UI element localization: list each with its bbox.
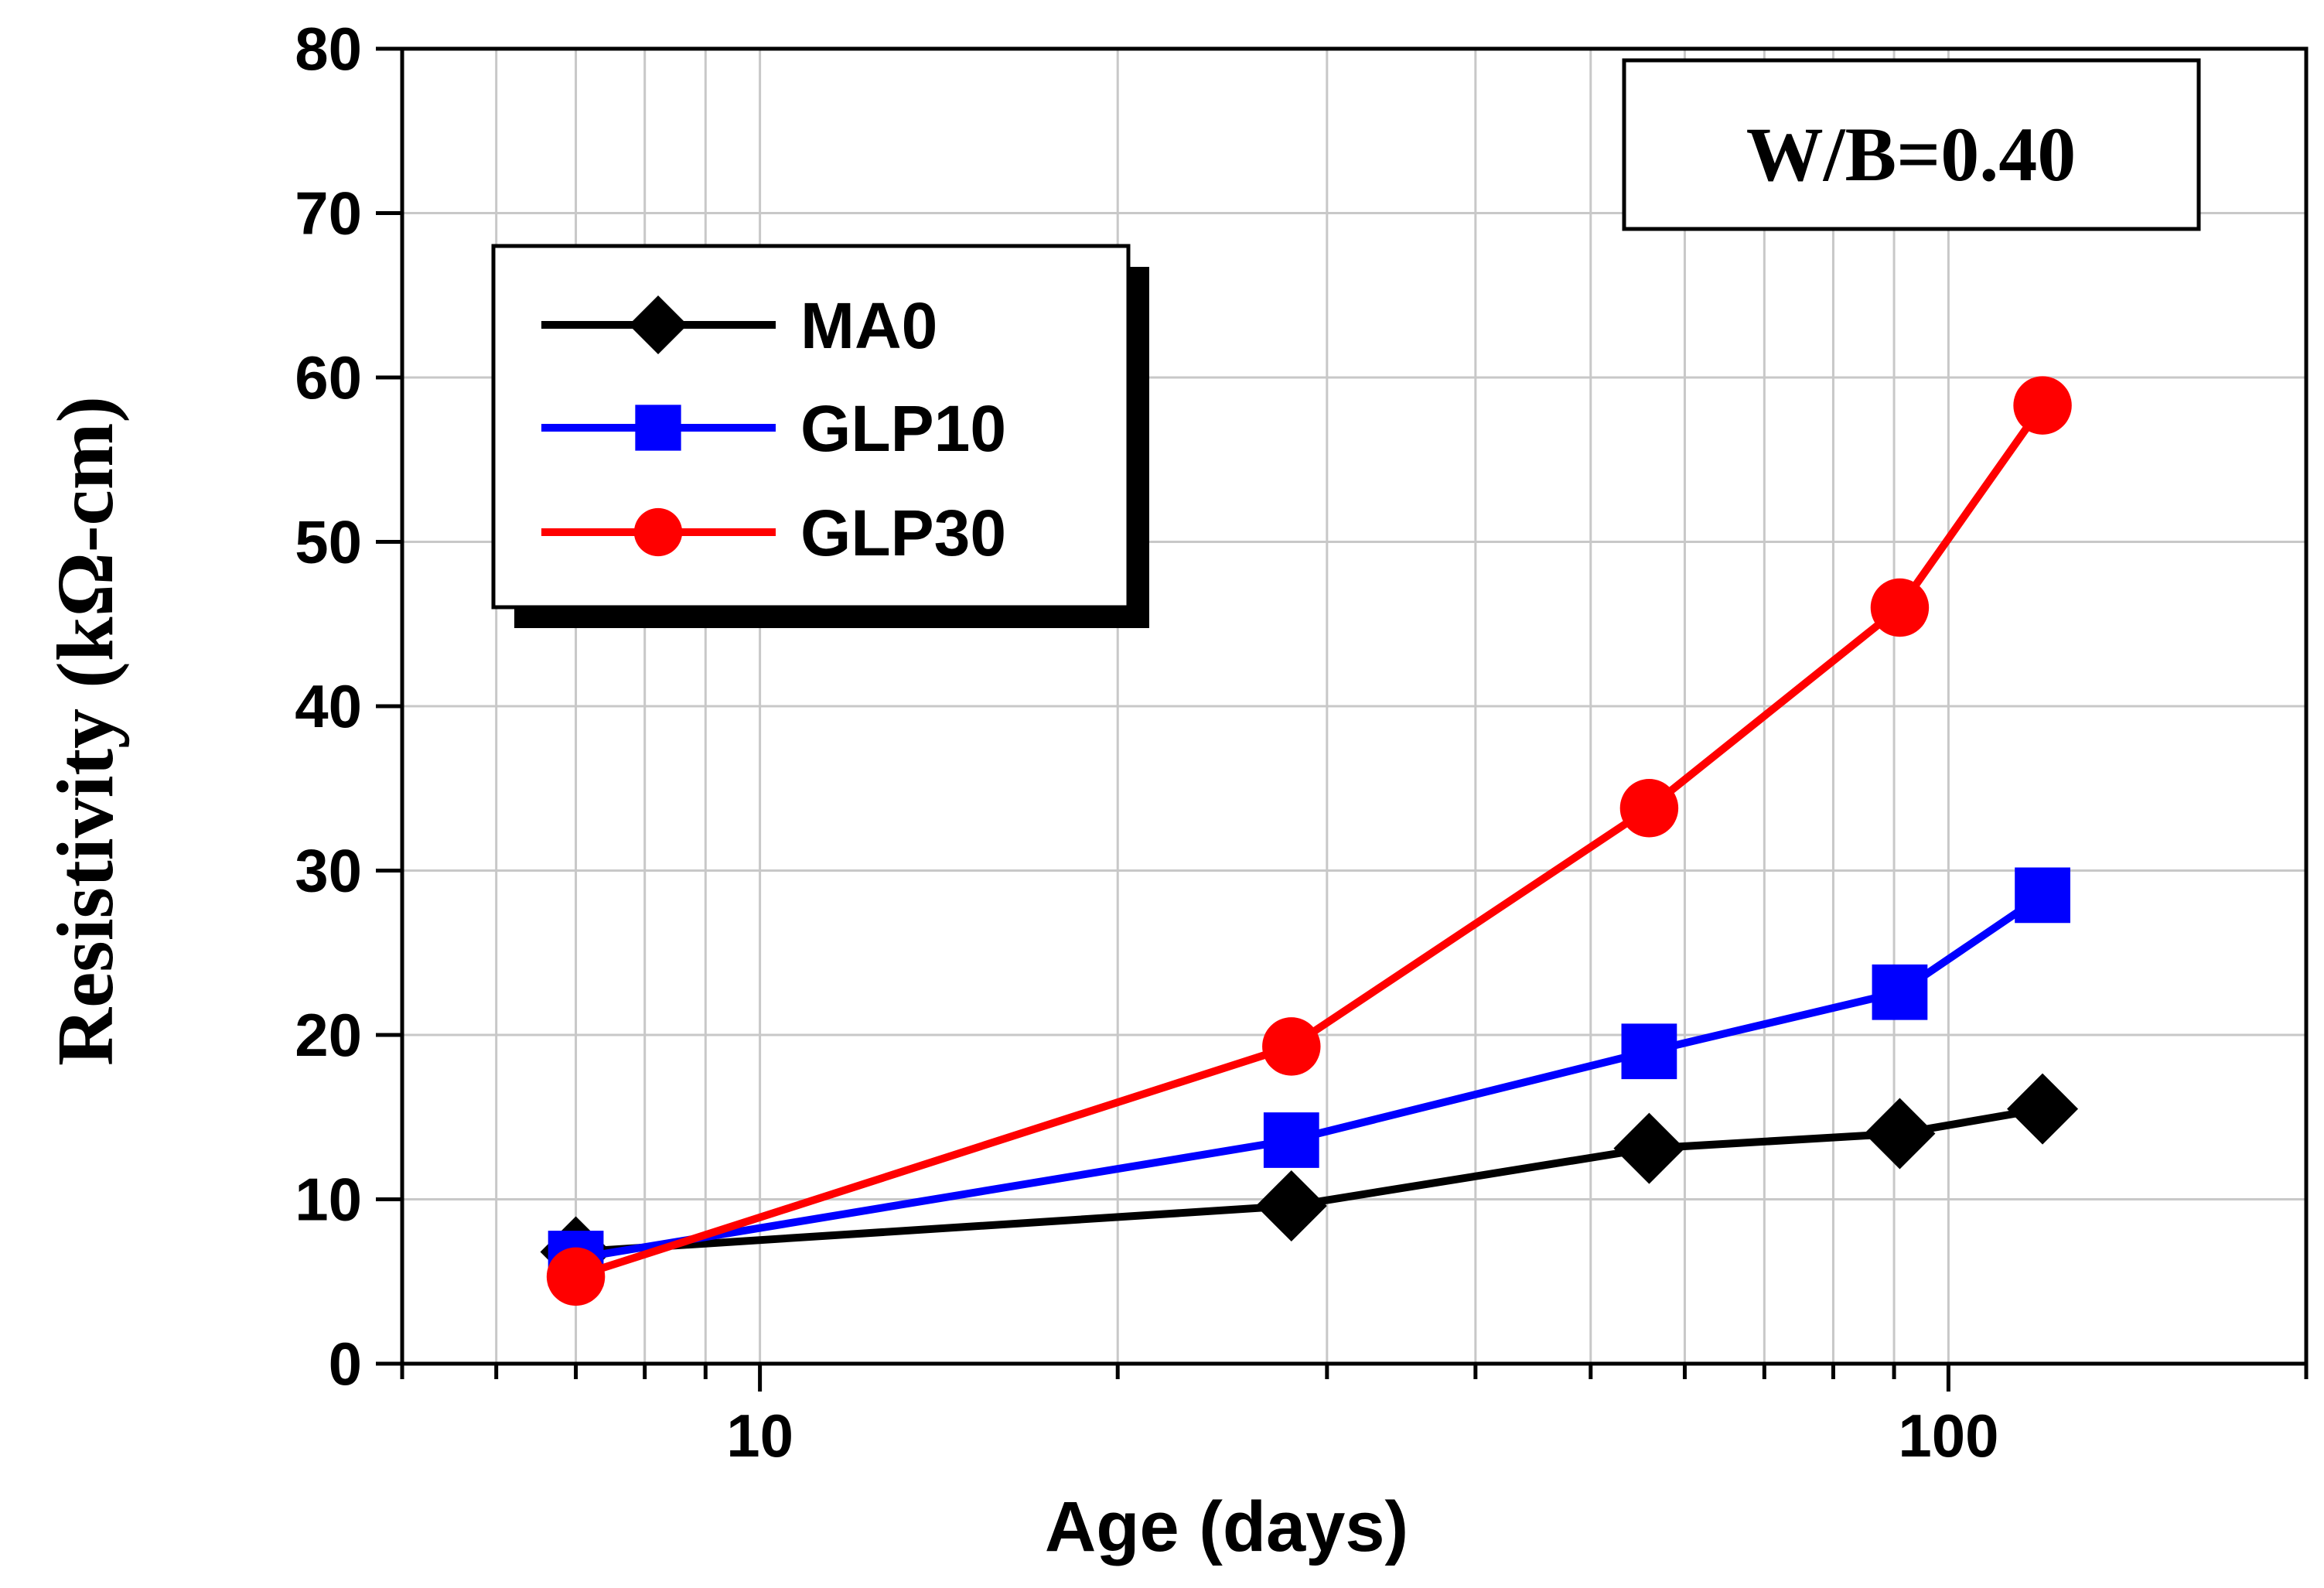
- y-tick-label: 70: [295, 179, 362, 248]
- y-axis-title: Resistivity (kΩ-cm): [41, 396, 130, 1066]
- axes: 0 10 20 30 40 50 60 70 80 10 100: [295, 15, 2309, 1470]
- data-point: [1870, 578, 1930, 637]
- legend-label: GLP10: [800, 392, 1006, 465]
- legend-marker: [635, 405, 681, 451]
- data-point: [2013, 376, 2072, 435]
- legend-marker: [629, 295, 688, 354]
- y-tick-label: 80: [295, 15, 362, 83]
- y-tick-label: 40: [295, 672, 362, 740]
- legend-label: GLP30: [800, 497, 1006, 569]
- data-point: [2015, 867, 2070, 924]
- y-tick-label: 20: [295, 1001, 362, 1069]
- series-glp10: [548, 867, 2070, 1286]
- legend-items: MA0 GLP10 GLP30: [541, 289, 1006, 569]
- series-glp30: [546, 376, 2072, 1306]
- x-axis-title: Age (days): [1045, 1487, 1408, 1566]
- annotation-box: W/B=0.40: [1622, 58, 2201, 231]
- data-point: [1621, 1023, 1677, 1080]
- legend-marker: [633, 507, 683, 557]
- annotation-text: W/B=0.40: [1746, 111, 2076, 197]
- y-tick-label: 60: [295, 343, 362, 412]
- data-point: [1613, 1112, 1685, 1184]
- y-tick-label: 0: [329, 1330, 362, 1398]
- legend-item-glp30: GLP30: [541, 497, 1006, 569]
- data-point: [1262, 1017, 1321, 1076]
- data-point: [1263, 1112, 1319, 1168]
- y-tick-label: 50: [295, 508, 362, 576]
- series-ma0: [540, 1073, 2079, 1288]
- data-point: [2007, 1073, 2079, 1145]
- data-point: [546, 1247, 606, 1306]
- series-layer: [540, 376, 2079, 1306]
- data-point: [1872, 964, 1928, 1020]
- data-point: [1619, 779, 1679, 838]
- legend-item-ma0: MA0: [541, 289, 937, 362]
- y-tick-label: 10: [295, 1166, 362, 1234]
- data-point: [1864, 1098, 1936, 1170]
- y-tick-label: 30: [295, 837, 362, 905]
- x-tick-label: 10: [726, 1402, 793, 1470]
- legend: MA0 GLP10 GLP30: [491, 244, 1149, 628]
- legend-item-glp10: GLP10: [541, 392, 1006, 465]
- annotation-frame: [1622, 58, 2201, 231]
- legend-label: MA0: [800, 289, 937, 362]
- data-point: [1255, 1170, 1327, 1241]
- x-tick-label: 100: [1898, 1402, 1998, 1470]
